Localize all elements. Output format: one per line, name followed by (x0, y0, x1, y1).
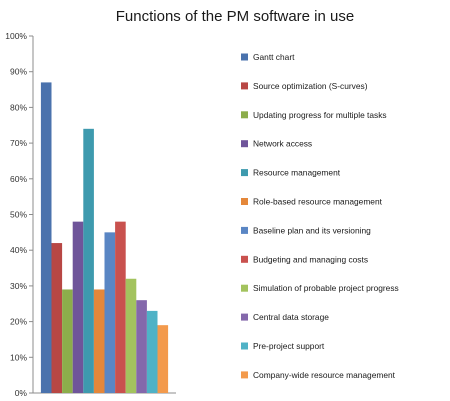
y-tick-label: 60% (10, 174, 27, 184)
legend-label: Baseline plan and its versioning (253, 225, 371, 235)
legend-swatch (241, 255, 248, 263)
y-tick-label: 0% (15, 388, 28, 398)
legend-label: Pre-project support (253, 341, 325, 351)
bar (136, 300, 147, 393)
y-tick-label: 20% (10, 317, 27, 327)
legend-label: Network access (253, 139, 312, 149)
y-tick-label: 100% (5, 31, 27, 41)
bar (62, 289, 73, 393)
bar (40, 82, 52, 393)
legend-swatch (241, 111, 248, 119)
y-axis: 0% 10% 20% 30% 40% 50% 60% 70% 80% 90% 100% (5, 31, 176, 398)
legend-swatch (241, 284, 248, 292)
bar (146, 310, 158, 393)
y-tick-label: 70% (10, 138, 27, 148)
y-tick-label: 10% (10, 352, 27, 362)
legend-swatch (241, 53, 248, 61)
legend-label: Source optimization (S-curves) (253, 81, 368, 91)
bar (83, 128, 94, 393)
legend-swatch (241, 169, 248, 177)
y-tick-label: 50% (10, 210, 27, 220)
legend-swatch (241, 342, 248, 350)
legend-label: Gantt chart (253, 52, 295, 62)
bar (157, 325, 169, 393)
legend-label: Central data storage (253, 312, 329, 322)
legend-label: Resource management (253, 168, 341, 178)
bar (93, 289, 105, 393)
bars (40, 82, 169, 393)
legend-label: Updating progress for multiple tasks (253, 110, 387, 120)
legend-swatch (241, 313, 248, 321)
bar (115, 221, 126, 393)
y-tick-label: 90% (10, 67, 27, 77)
bar (51, 243, 63, 393)
legend-swatch (241, 82, 248, 90)
legend: Gantt chart Source optimization (S-curves… (241, 52, 399, 380)
legend-label: Role-based resource management (253, 197, 383, 207)
chart-title: Functions of the PM software in use (116, 8, 354, 25)
y-tick-label: 30% (10, 281, 27, 291)
legend-swatch (241, 140, 248, 148)
legend-label: Budgeting and managing costs (253, 254, 368, 264)
legend-swatch (241, 371, 248, 379)
legend-label: Company-wide resource management (253, 370, 396, 380)
y-tick-label: 80% (10, 102, 27, 112)
bar (125, 278, 137, 393)
legend-label: Simulation of probable project progress (253, 283, 399, 293)
bar (104, 232, 116, 393)
legend-swatch (241, 226, 248, 234)
y-tick-label: 40% (10, 245, 27, 255)
bar (72, 221, 84, 393)
legend-swatch (241, 198, 248, 205)
